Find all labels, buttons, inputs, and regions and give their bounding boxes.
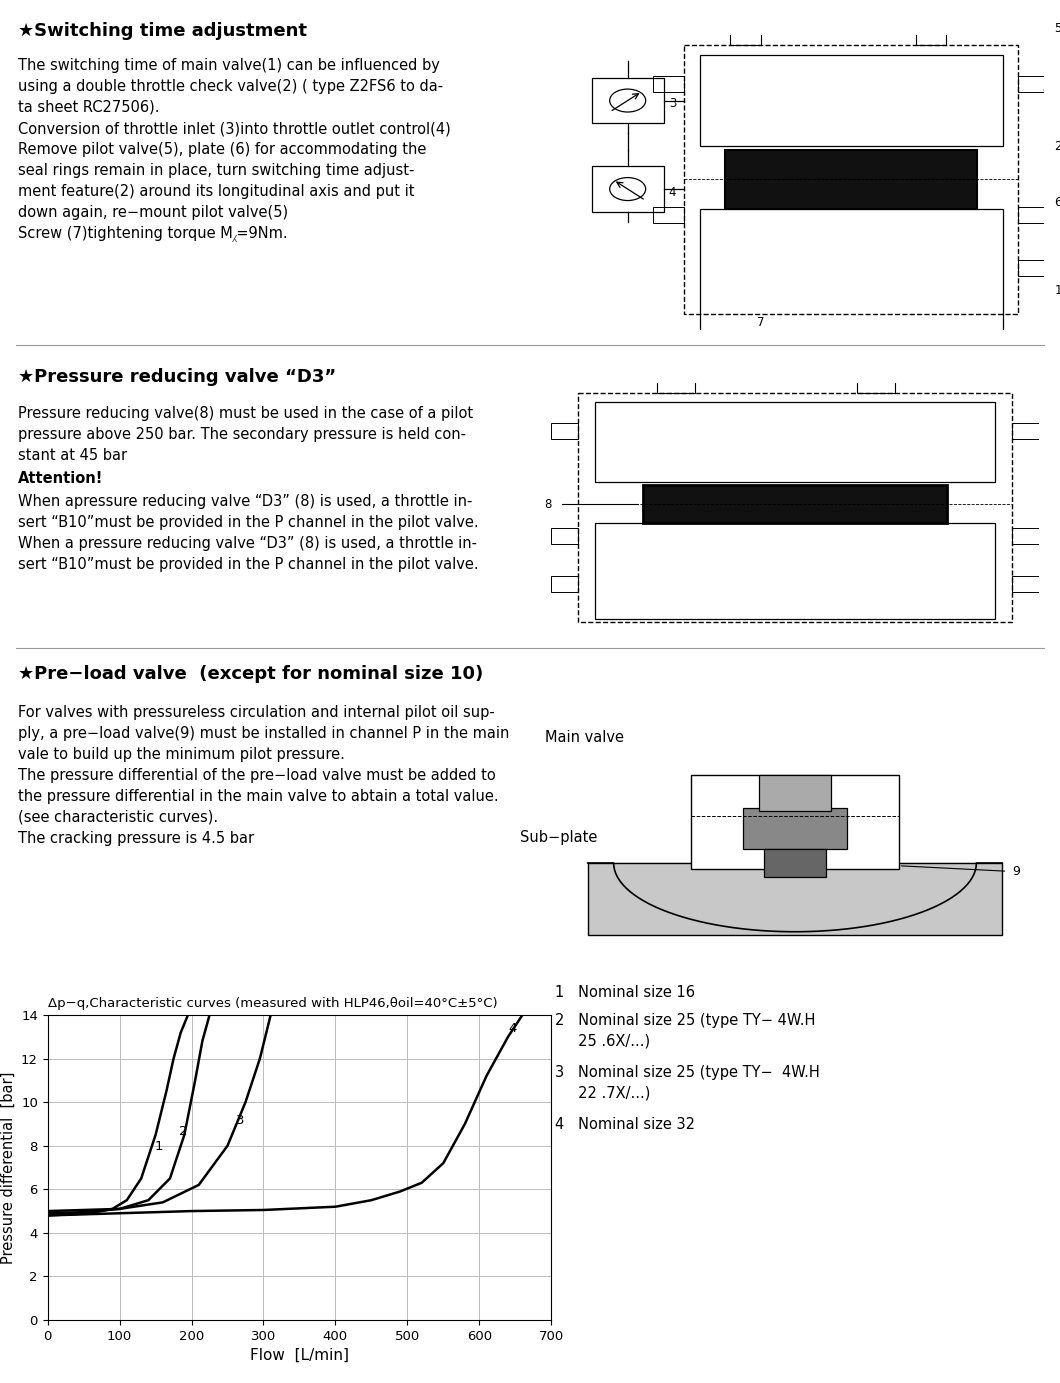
Bar [1011,528,1039,544]
Bar [653,76,685,93]
Text: pressure above 250 bar. The secondary pressure is held con-: pressure above 250 bar. The secondary pr… [18,427,466,443]
Bar [653,207,685,224]
Text: For valves with pressureless circulation and internal pilot oil sup-: For valves with pressureless circulation… [18,705,495,721]
Bar [551,423,579,438]
Text: ply, a pre−load valve(9) must be installed in channel P in the main: ply, a pre−load valve(9) must be install… [18,726,510,741]
Text: When apressure reducing valve “D3” (8) is used, a throttle in-: When apressure reducing valve “D3” (8) i… [18,494,473,509]
Text: 1: 1 [154,1140,162,1153]
Text: 4: 4 [669,185,676,199]
Polygon shape [587,863,1003,932]
Text: 22 .7X/...): 22 .7X/...) [555,1086,651,1099]
Bar [551,575,579,592]
Bar [700,209,1003,333]
Bar [700,55,1003,147]
Text: stant at 45 bar: stant at 45 bar [18,448,127,463]
Text: 1   Nominal size 16: 1 Nominal size 16 [555,985,695,1000]
Text: 4   Nominal size 32: 4 Nominal size 32 [555,1117,695,1133]
Text: 9: 9 [1012,864,1021,878]
Text: When a pressure reducing valve “D3” (8) is used, a throttle in-: When a pressure reducing valve “D3” (8) … [18,537,477,550]
Bar [916,22,947,44]
Text: Pressure reducing valve(8) must be used in the case of a pilot: Pressure reducing valve(8) must be used … [18,407,473,420]
Text: 2: 2 [178,1124,188,1138]
Text: seal rings remain in place, turn switching time adjust-: seal rings remain in place, turn switchi… [18,163,414,178]
Text: Remove pilot valve(5), plate (6) for accommodating the: Remove pilot valve(5), plate (6) for acc… [18,142,426,158]
Bar [691,774,899,869]
Text: 3: 3 [669,97,676,111]
Bar [764,849,826,877]
Text: ★Pre−load valve  (except for nominal size 10): ★Pre−load valve (except for nominal size… [18,665,483,683]
Text: The switching time of main valve(1) can be influenced by: The switching time of main valve(1) can … [18,58,440,73]
Bar [1019,207,1049,224]
Bar [1011,423,1039,438]
Text: ★Switching time adjustment: ★Switching time adjustment [18,22,307,40]
Text: (see characteristic curves).: (see characteristic curves). [18,810,218,826]
Bar [595,402,995,481]
Text: sert “B10”must be provided in the P channel in the pilot valve.: sert “B10”must be provided in the P chan… [18,557,479,573]
Text: ta sheet RC27506).: ta sheet RC27506). [18,100,159,115]
Text: ment feature(2) around its longitudinal axis and put it: ment feature(2) around its longitudinal … [18,184,414,199]
Bar [858,372,896,393]
Text: Attention!: Attention! [18,472,104,485]
Bar [730,22,761,44]
Text: 3   Nominal size 25 (type TY−  4W.H: 3 Nominal size 25 (type TY− 4W.H [555,1065,819,1080]
Bar [649,353,703,372]
Text: Main valve: Main valve [545,730,624,745]
Bar [685,44,1019,314]
Text: down again, re−mount pilot valve(5): down again, re−mount pilot valve(5) [18,205,288,220]
Bar [759,774,831,810]
Bar [551,528,579,544]
X-axis label: Flow  [L/min]: Flow [L/min] [250,1348,349,1364]
Bar [591,77,664,123]
Text: 8: 8 [544,498,551,510]
Bar [587,863,1003,935]
Bar [643,485,947,523]
Bar [595,523,995,618]
Text: Sub−plate: Sub−plate [520,830,598,845]
Text: the pressure differential in the main valve to abtain a total value.: the pressure differential in the main va… [18,788,498,804]
Text: 2: 2 [1055,140,1060,154]
Text: 7: 7 [757,315,764,329]
Text: 6: 6 [1055,195,1060,209]
Bar [579,393,1011,622]
Text: The pressure differential of the pre−load valve must be added to: The pressure differential of the pre−loa… [18,768,496,783]
Bar [1019,76,1049,93]
Text: Δp−q,Characteristic curves (measured with HLP46,θoil=40°C±5°C): Δp−q,Characteristic curves (measured wit… [48,997,497,1010]
Bar [720,0,772,22]
Text: sert “B10”must be provided in the P channel in the pilot valve.: sert “B10”must be provided in the P chan… [18,514,479,530]
Text: using a double throttle check valve(2) ( type Z2FS6 to da-: using a double throttle check valve(2) (… [18,79,443,94]
Bar [657,372,694,393]
Text: The cracking pressure is 4.5 bar: The cracking pressure is 4.5 bar [18,831,254,846]
Text: vale to build up the minimum pilot pressure.: vale to build up the minimum pilot press… [18,747,344,762]
Text: Conversion of throttle inlet (3)into throttle outlet control(4): Conversion of throttle inlet (3)into thr… [18,120,450,136]
Text: 3: 3 [236,1113,245,1127]
Bar [849,353,903,372]
Text: 2   Nominal size 25 (type TY− 4W.H: 2 Nominal size 25 (type TY− 4W.H [555,1012,815,1028]
Bar [725,149,977,209]
Bar [743,808,847,849]
Text: 25 .6X/...): 25 .6X/...) [555,1033,650,1048]
Bar [905,0,957,22]
Bar [591,166,664,212]
Y-axis label: Pressure differential  [bar]: Pressure differential [bar] [0,1072,16,1264]
Bar [1019,260,1049,277]
Text: ★Pressure reducing valve “D3”: ★Pressure reducing valve “D3” [18,368,336,386]
Bar [1011,575,1039,592]
Text: 5: 5 [1055,22,1060,35]
Text: 4: 4 [508,1022,516,1036]
Text: Screw (7)tightening torque M⁁=9Nm.: Screw (7)tightening torque M⁁=9Nm. [18,225,287,242]
Text: 1: 1 [1055,284,1060,297]
